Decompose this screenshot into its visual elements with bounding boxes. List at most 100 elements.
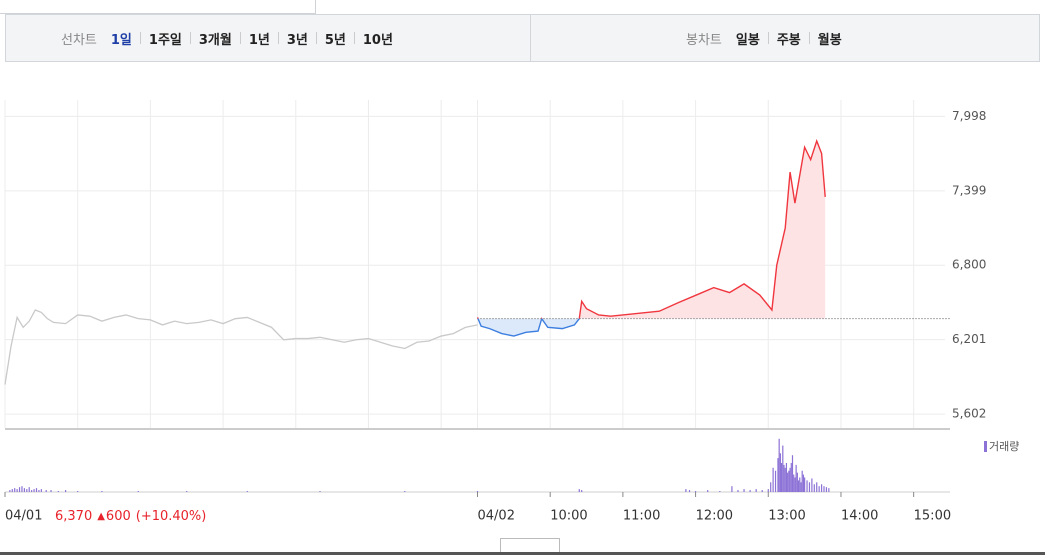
volume-bar (816, 482, 818, 492)
volume-bar (782, 445, 784, 492)
period-button[interactable]: 5년 (324, 32, 346, 48)
volume-bar (811, 478, 813, 492)
volume-bar (770, 482, 772, 492)
volume-bar (800, 482, 802, 492)
volume-bar (783, 464, 785, 492)
period-button[interactable]: 주봉 (776, 32, 801, 48)
separator (277, 32, 279, 44)
volume-bar (790, 462, 792, 492)
volume-bar (828, 488, 830, 492)
volume-bar (793, 474, 795, 492)
y-tick-label: 6,201 (952, 332, 986, 346)
volume-bar (820, 484, 823, 492)
quote-change: 600 (106, 509, 131, 524)
volume-bar (33, 489, 35, 492)
legend-label: 거래량 (989, 440, 1019, 453)
period-button[interactable]: 3개월 (198, 32, 232, 48)
volume-bar (737, 490, 739, 492)
y-tick-label: 5,602 (952, 407, 986, 421)
volume-bar (45, 490, 47, 492)
volume-bar (476, 491, 479, 492)
candle-chart-label: 봉차트 (686, 32, 722, 48)
price-area-up (477, 141, 826, 319)
volume-bar (778, 438, 780, 492)
x-tick-label: 13:00 (768, 509, 805, 524)
volume-bar (16, 489, 18, 492)
x-tick-label: 10:00 (550, 509, 587, 524)
period-button[interactable]: 월봉 (817, 32, 842, 48)
volume-bar (186, 491, 188, 492)
candle-chart-group: 봉차트 일봉 주봉 월봉 (686, 15, 842, 61)
volume-bar (18, 487, 21, 492)
volume-bar (40, 489, 42, 492)
volume-bar (31, 490, 33, 492)
volume-bar (780, 462, 783, 492)
volume-bar (404, 491, 406, 492)
x-tick-label: 04/01 (5, 509, 42, 524)
divider (530, 15, 531, 61)
volume-bar (801, 470, 803, 492)
volume-bar (802, 474, 805, 492)
tab-strip (0, 0, 316, 14)
volume-bar (77, 491, 79, 492)
y-tick-label: 6,800 (952, 258, 986, 272)
volume-bar (688, 490, 691, 492)
volume-bar (38, 490, 40, 492)
bottom-rule (0, 552, 1045, 555)
volume-bar (50, 490, 52, 492)
volume-bar (246, 491, 248, 492)
volume-bar (755, 489, 757, 492)
separator (353, 32, 355, 44)
volume-bar (28, 487, 30, 492)
price-area-down (477, 318, 826, 337)
volume-bar (772, 467, 774, 492)
y-tick-label: 7,998 (952, 109, 986, 123)
volume-bar (777, 458, 779, 492)
volume-bar (789, 467, 791, 492)
period-button[interactable]: 일봉 (735, 32, 760, 48)
volume-bar (14, 488, 16, 492)
volume-bar (806, 480, 808, 492)
period-button[interactable]: 1일 (110, 32, 132, 48)
price-line-up (476, 138, 826, 319)
period-button[interactable]: 10년 (362, 32, 393, 48)
volume-bar (26, 489, 28, 492)
volume-bar (731, 486, 733, 492)
volume-bar (767, 489, 769, 492)
y-tick-label: 7,399 (952, 183, 986, 197)
x-tick-label: 04/02 (478, 509, 515, 524)
volume-bar (813, 484, 815, 492)
period-button[interactable]: 3년 (286, 32, 308, 48)
volume-bar (825, 487, 828, 492)
separator (189, 32, 191, 44)
x-tick-label: 12:00 (696, 509, 733, 524)
volume-bar (788, 470, 790, 492)
x-tick-label: 11:00 (623, 509, 660, 524)
volume-bar (785, 462, 788, 492)
separator (767, 32, 769, 44)
volume-bar (784, 467, 786, 492)
volume-bar (799, 477, 801, 492)
volume-bar (581, 490, 583, 492)
toolbar: 선차트 1일 1주일 3개월 1년 3년 5년 10년 봉차트 일봉 주봉 월봉 (5, 14, 1040, 62)
volume-bar (808, 482, 811, 492)
volume-bar (795, 464, 797, 492)
period-button[interactable]: 1주일 (148, 32, 182, 48)
volume-bar (21, 486, 23, 492)
volume-bar (694, 491, 697, 492)
volume-bar (791, 455, 794, 492)
volume-bar (11, 489, 13, 492)
x-tick-label: 14:00 (841, 509, 878, 524)
volume-bar (9, 490, 11, 492)
volume-bar (57, 491, 59, 492)
separator (239, 32, 241, 44)
volume-bar (787, 472, 789, 492)
price-line-prev (4, 309, 478, 385)
period-button[interactable]: 1년 (248, 32, 270, 48)
separator (315, 32, 317, 44)
separator (139, 32, 141, 44)
volume-bar (578, 489, 580, 492)
volume-bar (137, 491, 139, 492)
volume-bar (319, 491, 321, 492)
